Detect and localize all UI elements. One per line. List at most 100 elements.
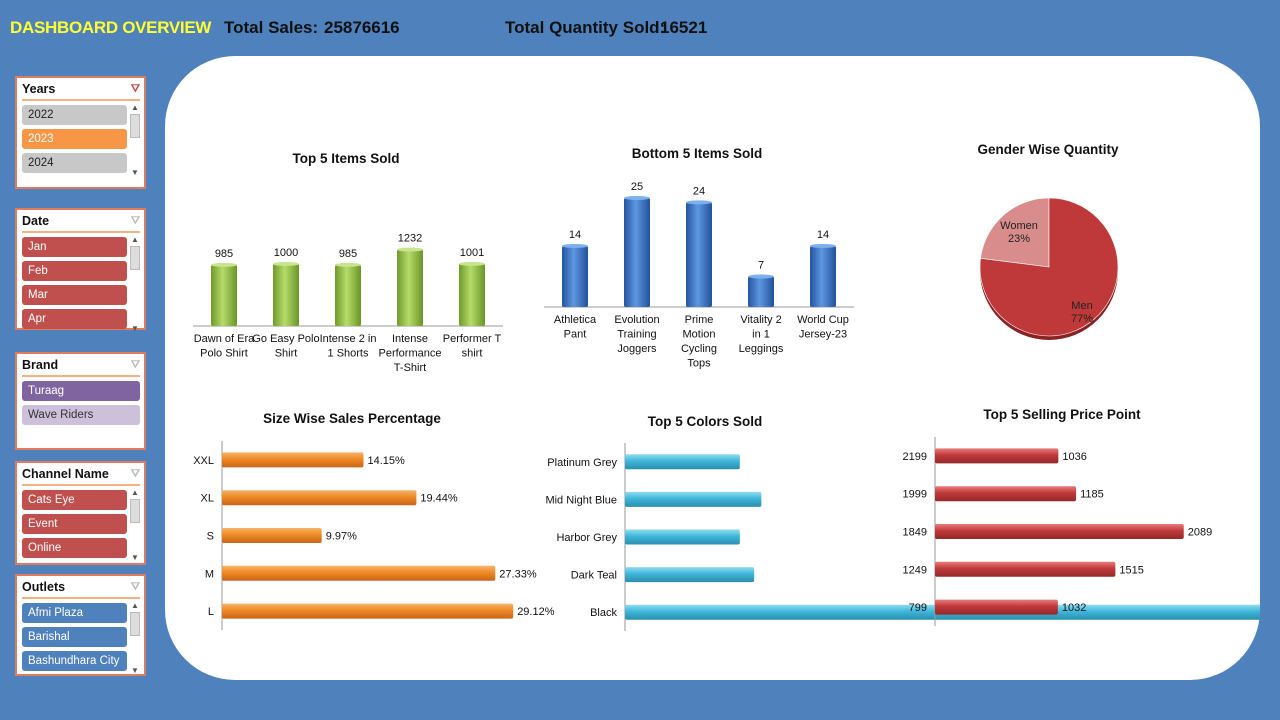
slicer-header: Date ⛛	[22, 212, 140, 233]
slicer-scrollbar[interactable]: ▲ ▼	[130, 601, 140, 675]
slicer-title: Channel Name	[22, 467, 109, 481]
slicer-title: Date	[22, 214, 50, 228]
slicer-scrollbar[interactable]: ▲ ▼	[130, 103, 140, 177]
slicer-years: Years ⛛ 2022 2023 2024 ▲ ▼	[15, 76, 146, 189]
x-tick-label: Dawn of Era Polo Shirt	[194, 333, 255, 360]
bar	[459, 263, 485, 326]
clear-filter-icon[interactable]: ⛛	[130, 580, 140, 593]
bar	[625, 529, 740, 545]
scroll-thumb[interactable]	[130, 612, 140, 636]
bar-cap	[397, 247, 423, 252]
data-label: 1185	[1080, 489, 1104, 501]
y-tick-label: 2199	[903, 451, 927, 463]
bar-cap	[335, 262, 361, 267]
data-label: 1001	[460, 247, 484, 259]
scroll-thumb[interactable]	[130, 114, 140, 138]
clear-filter-icon[interactable]: ⛛	[130, 214, 140, 227]
chart-panel: Top 5 Items Sold 985 Dawn of Era Polo Shirt…	[165, 56, 1280, 680]
slicer-item[interactable]: Bashundhara City	[22, 651, 127, 671]
slicer-scrollbar[interactable]: ▲ ▼	[130, 488, 140, 562]
bar	[625, 567, 755, 583]
y-tick-label: 1999	[903, 489, 927, 501]
total-sales-label: Total Sales:	[224, 18, 319, 37]
slicer-item[interactable]: Cats Eye	[22, 490, 127, 510]
slicer-item[interactable]: Feb	[22, 261, 127, 281]
data-label: 27.33%	[499, 568, 537, 580]
chart-title: Top 5 Selling Price Point	[983, 407, 1141, 422]
slicer-item[interactable]: Mar	[22, 285, 127, 305]
slicer-scrollbar[interactable]: ▲ ▼	[130, 235, 140, 333]
bar	[625, 491, 762, 507]
scroll-up-icon[interactable]: ▲	[131, 235, 139, 244]
total-quantity-value: 16521	[660, 18, 708, 37]
slicer-item[interactable]: Apr	[22, 309, 127, 329]
slicer-item[interactable]: Turaag	[22, 381, 140, 401]
data-label: 7	[758, 259, 764, 271]
clear-filter-icon[interactable]: ⛛	[130, 358, 140, 371]
slicer-item[interactable]: Jan	[22, 237, 127, 257]
pie-slice-women	[980, 197, 1050, 268]
bar	[222, 490, 417, 506]
y-tick-label: Black	[590, 607, 617, 619]
pie-label: 23%	[1008, 233, 1030, 245]
slicer-item[interactable]: 2022	[22, 105, 127, 125]
scroll-down-icon[interactable]: ▼	[131, 666, 139, 675]
clear-filter-icon[interactable]: ⛛	[130, 467, 140, 480]
scroll-down-icon[interactable]: ▼	[131, 324, 139, 333]
y-tick-label: M	[205, 568, 214, 580]
x-tick-label: Athletica Pant	[554, 314, 597, 341]
slicer-header: Years ⛛	[22, 80, 140, 101]
scroll-down-icon[interactable]: ▼	[131, 168, 139, 177]
slicer-item[interactable]: Event	[22, 514, 127, 534]
slicer-item[interactable]: Wave Riders	[22, 405, 140, 425]
data-label: 24	[693, 185, 705, 197]
x-tick-label: Go Easy Polo Shirt	[252, 333, 319, 360]
y-tick-label: XXL	[193, 455, 214, 467]
y-tick-label: XL	[201, 493, 214, 505]
bar-cap	[748, 274, 774, 279]
pie-slice-men	[979, 197, 1119, 337]
scroll-thumb[interactable]	[130, 499, 140, 523]
data-label: 9.97%	[326, 531, 357, 543]
dashboard-title: DASHBOARD OVERVIEW	[10, 18, 212, 37]
slicer-item[interactable]: Online	[22, 538, 127, 558]
x-tick-label: Intense Performance T-Shirt	[379, 333, 442, 374]
scroll-down-icon[interactable]: ▼	[131, 553, 139, 562]
y-tick-label: Mid Night Blue	[545, 494, 617, 506]
total-sales-value: 25876616	[324, 18, 400, 37]
chart-title: Top 5 Items Sold	[292, 151, 399, 166]
data-label: 1515	[1119, 564, 1143, 576]
total-quantity-label: Total Quantity Sold:	[505, 18, 666, 37]
data-label: 1000	[274, 247, 298, 259]
scroll-thumb[interactable]	[130, 246, 140, 270]
data-label: 14	[569, 229, 581, 241]
pie-label: Women	[1000, 220, 1038, 232]
x-tick-label: World Cup Jersey-23	[797, 314, 849, 341]
clear-filter-icon[interactable]: ⛛	[130, 82, 140, 95]
bar	[935, 599, 1058, 615]
bar	[686, 202, 712, 307]
bar	[935, 561, 1116, 577]
chart-title: Gender Wise Quantity	[978, 142, 1119, 157]
x-tick-label: Intense 2 in 1 Shorts	[320, 333, 377, 360]
bar-cap	[686, 200, 712, 205]
scroll-up-icon[interactable]: ▲	[131, 103, 139, 112]
scroll-up-icon[interactable]: ▲	[131, 601, 139, 610]
bar	[810, 245, 836, 307]
data-label: 985	[215, 248, 233, 260]
slicer-item[interactable]: 2024	[22, 153, 127, 173]
slicer-item[interactable]: 2023	[22, 129, 127, 149]
y-tick-label: 1249	[903, 564, 927, 576]
slicer-channel-name: Channel Name ⛛ Cats Eye Event Online ▲ ▼	[15, 461, 146, 565]
slicer-item[interactable]: Afmi Plaza	[22, 603, 127, 623]
slicer-item[interactable]: Barishal	[22, 627, 127, 647]
y-tick-label: Harbor Grey	[556, 532, 617, 544]
slicer-brand: Brand ⛛ Turaag Wave Riders	[15, 352, 146, 450]
bar-cap	[810, 243, 836, 248]
slicer-title: Outlets	[22, 580, 66, 594]
scroll-up-icon[interactable]: ▲	[131, 488, 139, 497]
data-label: 2089	[1188, 527, 1212, 539]
x-tick-label: Prime Motion Cycling Tops	[681, 314, 717, 370]
chart-title: Bottom 5 Items Sold	[632, 146, 763, 161]
